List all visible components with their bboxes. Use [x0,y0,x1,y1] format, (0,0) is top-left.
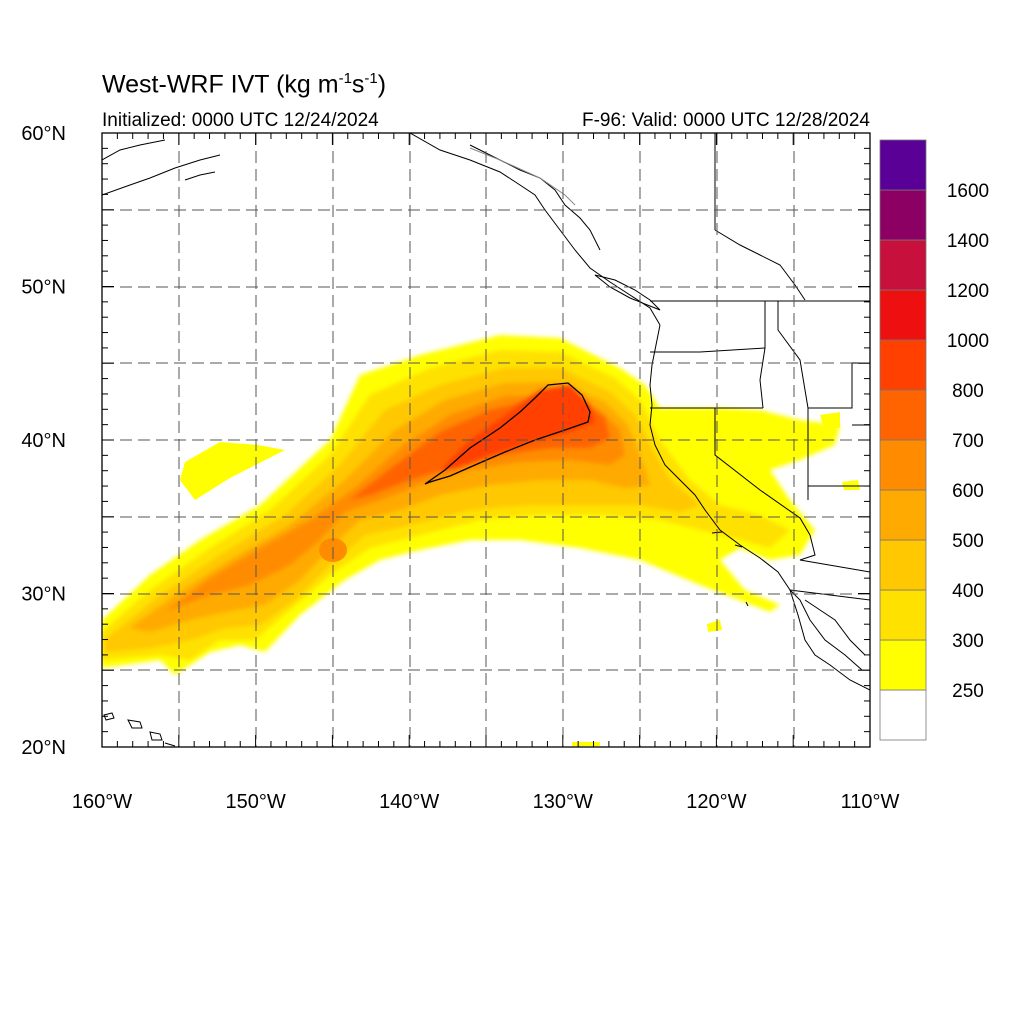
colorbar-label: 250 [952,681,984,702]
lat-tick-label: 50°N [21,277,66,299]
ivt-1000-contour-line [424,382,591,485]
longitude-labels: 160°W 150°W 140°W 130°W 120°W 110°W [72,791,900,813]
colorbar-label: 400 [952,581,984,602]
colorbar-label: 1000 [947,331,989,352]
valid-time: F-96: Valid: 0000 UTC 12/28/2024 [582,110,870,131]
colorbar: 250 300 400 500 600 700 800 1000 1200 1400 1600 [879,139,989,741]
colorbar-label: 300 [952,631,984,652]
political-boundaries [469,133,870,601]
colorbar-swatch [879,439,927,491]
colorbar-swatch [879,589,927,641]
lat-tick-label: 30°N [21,584,66,606]
colorbar-swatch [879,339,927,391]
colorbar-swatch [879,289,927,341]
lon-tick-label: 110°W [841,791,900,813]
colorbar-label: 500 [952,531,984,552]
colorbar-swatch [879,239,927,291]
axis-ticks [101,132,871,748]
lat-tick-label: 20°N [21,737,66,759]
ivt-field [102,335,860,746]
lon-tick-label: 120°W [686,791,746,813]
colorbar-swatch [879,489,927,541]
lat-tick-label: 40°N [21,430,66,452]
colorbar-swatch [879,539,927,591]
colorbar-swatch [879,189,927,241]
colorbar-swatch [879,139,927,191]
lat-tick-label: 60°N [21,123,66,145]
colorbar-label: 1600 [947,181,989,202]
map-title: West-WRF IVT (kg m-1s-1) [102,70,387,99]
lon-tick-label: 140°W [379,791,439,813]
latitude-labels: 60°N 50°N 40°N 30°N 20°N [21,123,66,759]
coastlines [102,133,870,747]
ivt-contour-800 [440,385,595,470]
colorbar-label: 700 [952,431,984,452]
colorbar-label: 1200 [947,281,989,302]
colorbar-label: 800 [952,381,984,402]
lon-tick-label: 160°W [72,791,132,813]
lon-tick-label: 150°W [225,791,285,813]
lon-tick-label: 130°W [533,791,593,813]
colorbar-label: 600 [952,481,984,502]
colorbar-label: 1400 [947,231,989,252]
initialized-time: Initialized: 0000 UTC 12/24/2024 [102,110,379,131]
colorbar-swatch [879,639,927,691]
gridlines [102,133,870,747]
colorbar-swatch [879,689,927,741]
colorbar-swatch [879,389,927,441]
